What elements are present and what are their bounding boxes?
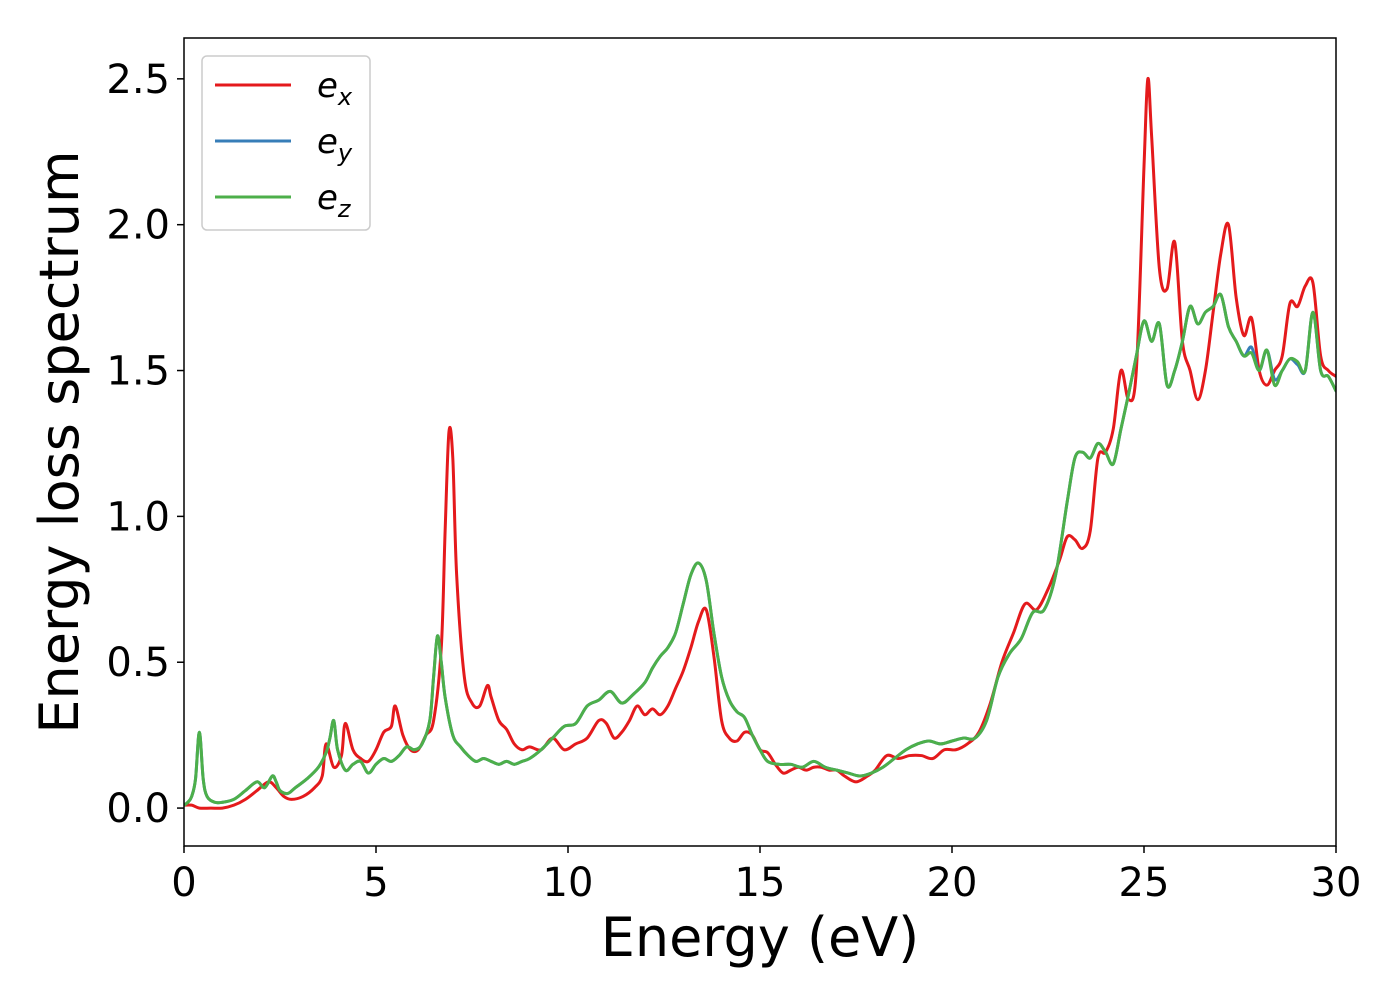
y-tick-label: 0.0 <box>106 786 170 832</box>
legend-label-subscript: y <box>337 139 353 167</box>
y-tick-label: 1.5 <box>106 349 170 395</box>
legend-label-subscript: x <box>337 83 353 111</box>
series-line-ez <box>184 292 1336 807</box>
legend-label-z: ez <box>317 178 352 223</box>
x-tick-label: 30 <box>1311 860 1362 906</box>
series-line-ex <box>184 77 1336 810</box>
y-tick-label: 2.0 <box>106 203 170 249</box>
legend-label-y: ey <box>317 122 353 167</box>
y-tick-label: 2.5 <box>106 57 170 103</box>
legend-label-base: e <box>317 66 338 106</box>
x-tick-label: 25 <box>1119 860 1170 906</box>
x-tick-label: 10 <box>543 860 594 906</box>
x-tick-label: 15 <box>735 860 786 906</box>
x-tick-label: 20 <box>927 860 978 906</box>
x-axis-title: Energy (eV) <box>601 906 920 969</box>
series-layer <box>184 77 1336 810</box>
y-axis-title: Energy loss spectrum <box>28 150 91 733</box>
x-tick-label: 0 <box>171 860 196 906</box>
legend-label-base: e <box>317 122 338 162</box>
y-tick-label: 0.5 <box>106 640 170 686</box>
legend-box <box>201 55 371 231</box>
y-tick-label: 1.0 <box>106 494 170 540</box>
x-tick-label: 5 <box>363 860 388 906</box>
legend-label-x: ex <box>317 66 353 111</box>
y-axis: 0.0 0.5 1.0 1.5 2.0 2.5 <box>106 57 184 832</box>
x-axis: 0 5 10 15 20 25 30 <box>171 846 1361 906</box>
legend-label-subscript: z <box>337 195 352 223</box>
legend-label-base: e <box>317 178 338 218</box>
